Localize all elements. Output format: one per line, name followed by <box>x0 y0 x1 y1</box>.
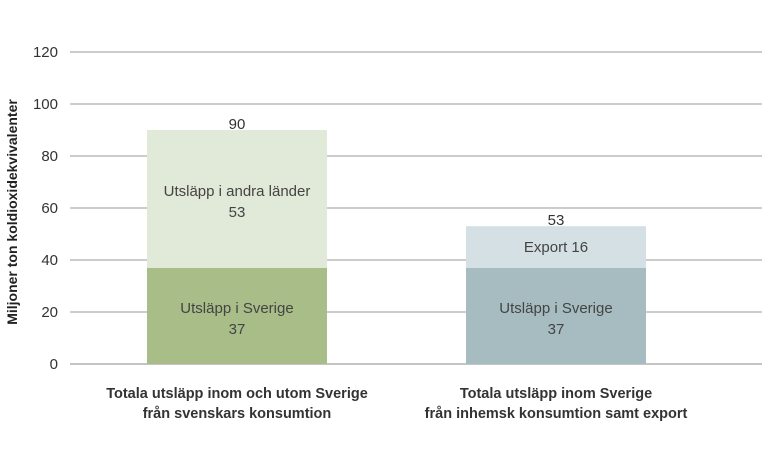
bar-total-label: 90 <box>229 116 246 133</box>
segment-label: Utsläpp i Sverige <box>499 300 612 317</box>
y-tick-label: 60 <box>41 200 58 217</box>
category-label: Totala utsläpp inom Sverige <box>460 386 652 402</box>
segment-value: 37 <box>229 321 246 338</box>
segment-value: 37 <box>548 321 565 338</box>
category-label: från inhemsk konsumtion samt export <box>425 406 688 422</box>
bar-segment <box>147 130 327 268</box>
y-tick-label: 20 <box>41 304 58 321</box>
y-tick-label: 40 <box>41 252 58 269</box>
segment-label: Utsläpp i andra länder <box>164 183 311 200</box>
bar-segment <box>466 267 646 364</box>
y-tick-label: 100 <box>33 96 58 113</box>
bar-segment <box>147 267 327 364</box>
x-axis-categories: Totala utsläpp inom och utom Sverige från… <box>106 386 687 422</box>
category-label: Totala utsläpp inom och utom Sverige <box>106 386 368 402</box>
segment-label: Utsläpp i Sverige <box>180 300 293 317</box>
y-tick-label: 80 <box>41 148 58 165</box>
y-tick-label: 0 <box>50 356 58 373</box>
bar-segment <box>466 226 646 268</box>
y-axis-ticks: 0 20 40 60 80 100 120 <box>33 44 58 373</box>
segment-label: Export 16 <box>524 239 588 256</box>
y-axis-label: Miljoner ton koldioxidekvivalenter <box>4 99 20 325</box>
bar-total-label: 53 <box>548 212 565 229</box>
bars: Utsläpp i Sverige 37 Utsläpp i andra lände… <box>147 116 646 364</box>
segment-value: 53 <box>229 204 246 221</box>
category-label: från svenskars konsumtion <box>143 406 332 422</box>
y-tick-label: 120 <box>33 44 58 61</box>
